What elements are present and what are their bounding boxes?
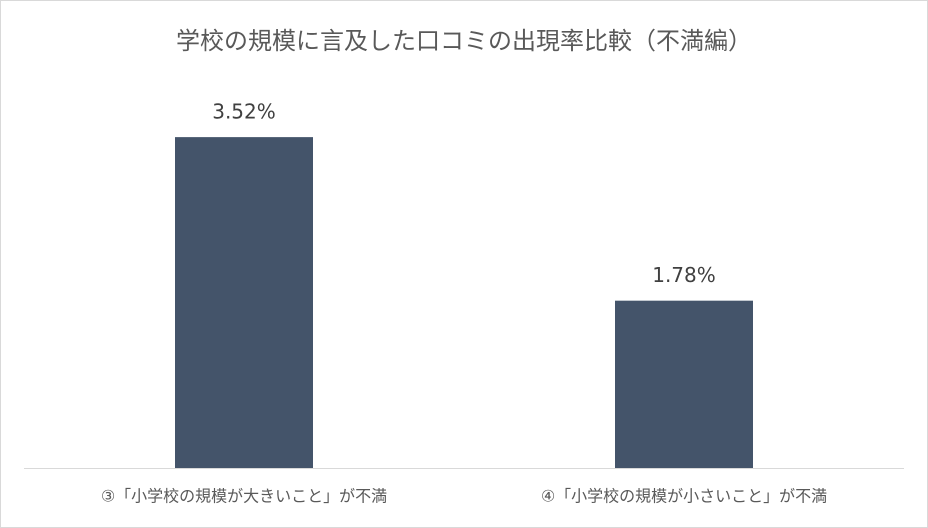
bar <box>175 137 313 468</box>
chart-title: 学校の規模に言及した口コミの出現率比較（不満編） <box>176 27 752 55</box>
bar <box>615 300 753 468</box>
x-tick-label: ④「小学校の規模が小さいこと」が不満 <box>541 487 827 506</box>
data-label: 1.78% <box>652 263 716 287</box>
data-label: 3.52% <box>212 100 276 124</box>
x-tick-label: ③「小学校の規模が大きいこと」が不満 <box>101 487 387 506</box>
